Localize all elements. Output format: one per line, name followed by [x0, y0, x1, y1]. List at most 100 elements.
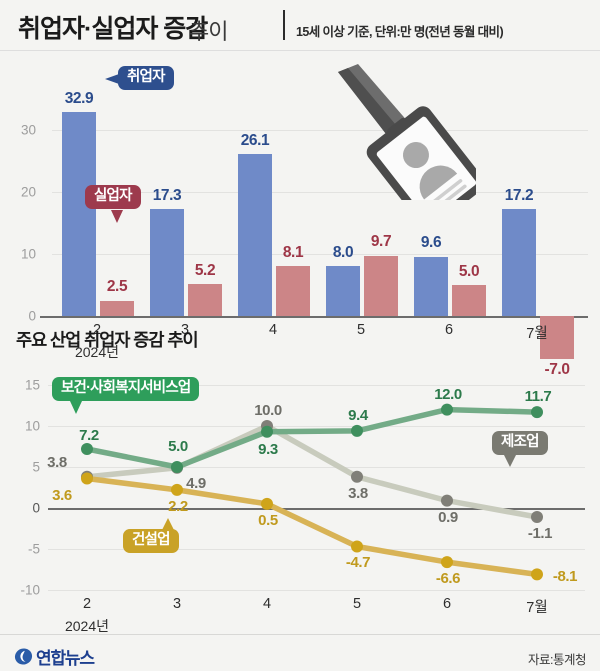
ytick-10: 10: [20, 246, 36, 262]
bar-label-employed-jun: 9.6: [420, 234, 442, 251]
yonhap-logo[interactable]: 연합뉴스: [14, 644, 95, 669]
xtick-chart2-mar: 3: [172, 596, 182, 612]
ytick-chart2-0: 0: [32, 500, 40, 516]
bar-label-employed-mar: 17.3: [152, 187, 182, 204]
gridline-neg5: [48, 549, 585, 550]
xtick-chart1-jun: 6: [444, 322, 454, 338]
gridline-15: [48, 385, 585, 386]
legend-badge-construction-tail: [162, 518, 174, 530]
ptlabel-health-jul: 11.7: [524, 388, 552, 405]
xtick-chart2-may: 5: [352, 596, 362, 612]
gridline-20: [52, 192, 588, 193]
bar-unemployed-may: [364, 255, 398, 316]
legend-badge-manufacturing-tail: [504, 455, 516, 467]
bar-label-unemployed-mar: 5.2: [194, 262, 216, 279]
legend-badge-health: 보건·사회복지서비스업: [52, 377, 200, 401]
chart-industry-employment: 15 10 5 0 -5 -10: [0, 355, 600, 634]
source-note: 자료:통계청: [528, 653, 586, 667]
zeroline-chart2: [48, 508, 585, 510]
legend-badge-construction: 건설업: [123, 529, 179, 553]
line-series-group: [81, 403, 543, 581]
xtick-chart2-feb: 2: [82, 596, 92, 612]
ytick-30: 30: [20, 122, 36, 138]
ptlabel-construction-jul: -8.1: [552, 568, 578, 585]
ytick-chart2-10: 10: [24, 418, 40, 434]
bar-label-unemployed-apr: 8.1: [282, 244, 304, 261]
ptlabel-health-mar: 5.0: [168, 438, 188, 455]
footer-rule: [0, 634, 600, 635]
bar-employed-feb: [62, 112, 96, 316]
gridline-10: [52, 254, 588, 255]
bar-unemployed-jul: [540, 316, 574, 360]
ptlabel-construction-jun: -6.6: [435, 570, 461, 587]
ptlabel-manufacturing-jun: 0.9: [438, 509, 458, 526]
xtick-chart2-apr: 4: [262, 596, 272, 612]
ptlabel-manufacturing-may: 3.8: [348, 485, 368, 502]
page-title: 취업자·실업자 증감: [18, 15, 208, 43]
bar-employed-mar: [150, 208, 184, 316]
bar-label-employed-jul: 17.2: [504, 187, 534, 204]
ptlabel-construction-may: -4.7: [345, 554, 371, 571]
bar-unemployed-feb: [100, 300, 134, 316]
legend-badge-manufacturing: 제조업: [492, 431, 548, 455]
ptlabel-manufacturing-feb: 3.8: [47, 454, 67, 471]
bar-label-employed-apr: 26.1: [240, 132, 270, 149]
legend-badge-employed: 취업자: [118, 66, 174, 90]
section-title-industry: 주요 산업 취업자 증감 추이: [16, 330, 199, 350]
ptlabel-construction-feb: 3.6: [52, 487, 72, 504]
bar-label-unemployed-may: 9.7: [370, 233, 392, 250]
header-note: 15세 이상 기준, 단위:만 명(전년 동월 대비): [296, 25, 504, 39]
gridline-10: [48, 426, 585, 427]
yonhap-logo-text: 연합뉴스: [36, 649, 95, 668]
ptlabel-health-apr: 9.3: [258, 441, 278, 458]
header-rule: [0, 50, 600, 51]
ytick-chart2-5: 5: [32, 459, 40, 475]
xtick-chart1-jul: 7월: [526, 326, 548, 342]
ptlabel-manufacturing-mar: 4.9: [186, 475, 206, 492]
xaxis-year-chart1: 2024년: [74, 344, 120, 360]
legend-badge-health-tail: [70, 401, 82, 414]
gridline-neg10: [48, 590, 585, 591]
bar-employed-apr: [238, 154, 272, 316]
ytick-chart2-neg10: -10: [20, 582, 40, 598]
ptlabel-health-feb: 7.2: [79, 427, 99, 444]
xtick-chart2-jun: 6: [442, 596, 452, 612]
ptlabel-health-may: 9.4: [348, 407, 368, 424]
bar-employed-may: [326, 266, 360, 316]
header: 취업자·실업자 증감 추이 15세 이상 기준, 단위:만 명(전년 동월 대비…: [0, 0, 600, 52]
bar-label-unemployed-jul: -7.0: [544, 361, 570, 378]
xaxis-year-chart2: 2024년: [64, 618, 110, 634]
legend-badge-unemployed-tail: [111, 210, 123, 223]
ytick-20: 20: [20, 184, 36, 200]
ytick-0: 0: [28, 308, 36, 324]
zeroline-chart1: [40, 316, 588, 318]
bar-employed-jul: [502, 209, 536, 316]
xtick-chart1-mar: 3: [180, 322, 190, 338]
xtick-chart1-apr: 4: [268, 322, 278, 338]
title-divider: [283, 10, 285, 40]
legend-badge-employed-tail: [105, 74, 119, 84]
ptlabel-manufacturing-apr: 10.0: [254, 402, 282, 419]
ytick-chart2-15: 15: [24, 377, 40, 393]
xtick-chart1-feb: 2: [92, 322, 102, 338]
xtick-chart1-may: 5: [356, 322, 366, 338]
bar-unemployed-mar: [188, 283, 222, 316]
ytick-chart2-neg5: -5: [27, 541, 40, 557]
gridline-5: [48, 467, 585, 468]
ptlabel-construction-apr: 0.5: [258, 512, 278, 529]
ptlabel-manufacturing-jul: -1.1: [527, 525, 553, 542]
gridline-30: [52, 130, 588, 131]
bar-label-unemployed-feb: 2.5: [106, 278, 128, 295]
ptlabel-health-jun: 12.0: [434, 386, 462, 403]
id-badge-icon: [338, 64, 476, 200]
ptlabel-construction-mar: 2.2: [168, 498, 188, 515]
xtick-chart2-jul: 7월: [526, 600, 548, 616]
yonhap-logo-icon: [14, 648, 33, 665]
bar-label-unemployed-jun: 5.0: [458, 263, 480, 280]
bar-unemployed-jun: [452, 285, 486, 316]
legend-badge-unemployed: 실업자: [85, 185, 141, 209]
bar-unemployed-apr: [276, 265, 310, 316]
chart-employment-change: 30 20 10 0 32.9 2.5 17.3 5.2 26.1 8.1 8.…: [0, 52, 600, 378]
bar-employed-jun: [414, 256, 448, 316]
